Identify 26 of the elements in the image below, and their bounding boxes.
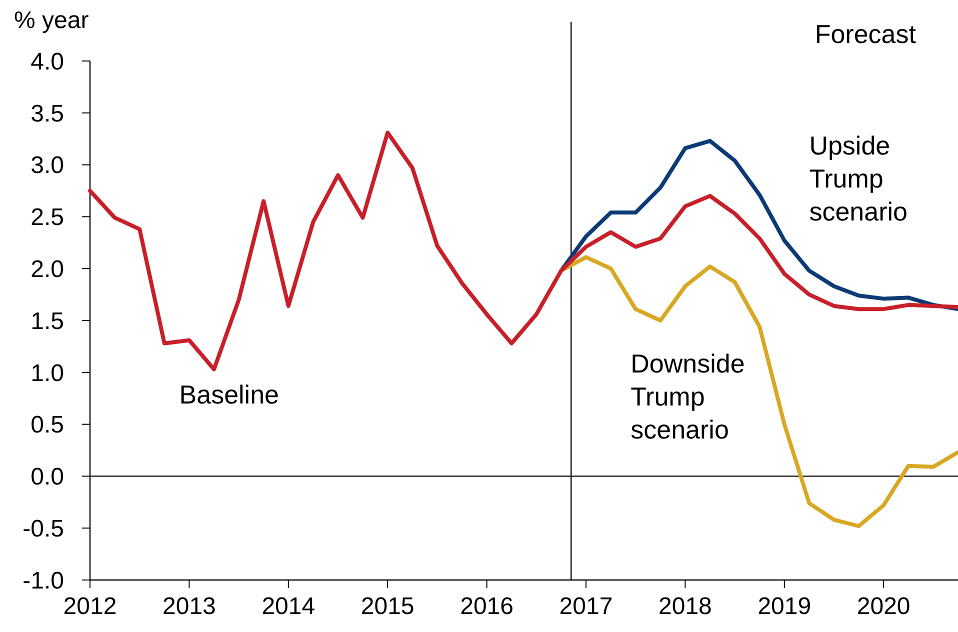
y-tick-label: 1.0 (30, 360, 64, 387)
x-tick-label: 2020 (856, 593, 910, 620)
x-tick-label: 2013 (162, 593, 216, 620)
y-tick-label: -1.0 (22, 567, 64, 594)
text: Forecast (814, 19, 917, 49)
y-tick-label: 0.5 (30, 412, 64, 439)
y-tick-label: 3.0 (30, 152, 64, 180)
x-tick-label: 2017 (559, 593, 613, 620)
y-tick-label: 4.0 (30, 48, 64, 76)
y-tick-label: 1.5 (30, 308, 64, 335)
x-tick-label: 2014 (262, 593, 316, 620)
x-tick-label: 2012 (63, 593, 117, 620)
y-tick-label: 0.0 (30, 464, 64, 491)
x-tick-label: 2019 (758, 593, 812, 620)
x-tick-label: 2018 (658, 593, 712, 620)
x-tick-label: 2016 (460, 593, 514, 620)
series-label: Upside Trump scenario (809, 130, 908, 226)
y-tick-label: 3.5 (30, 100, 64, 128)
line-series (88, 130, 958, 372)
y-tick-label: 2.5 (30, 204, 64, 232)
series-label: Baseline (179, 380, 280, 410)
y-tick-label: -0.5 (22, 516, 64, 542)
series-label: Downside Trump scenario (630, 348, 745, 444)
x-tick-label: 2015 (360, 593, 414, 620)
y-tick-label: 2.0 (30, 256, 64, 283)
y-axis-title: % year (14, 7, 89, 34)
